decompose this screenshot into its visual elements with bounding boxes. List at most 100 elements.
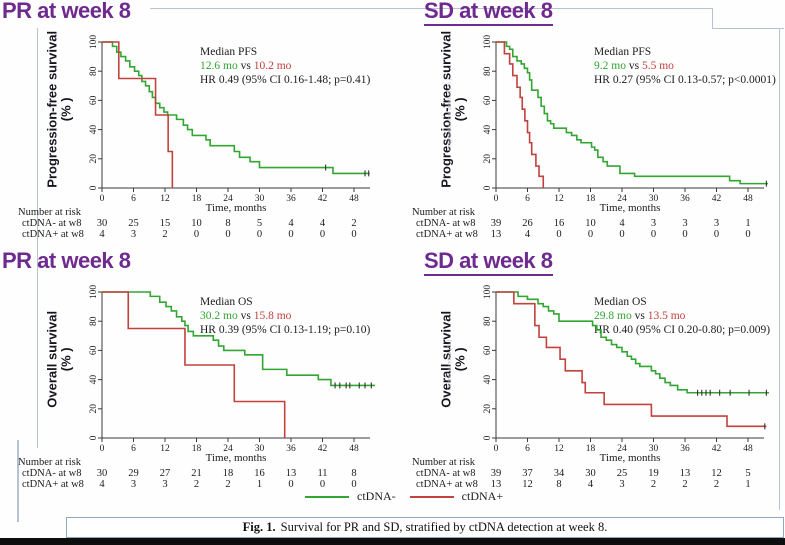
legend-item-ctdna-negative: ctDNA- [305,489,396,504]
svg-text:Median OS: Median OS [200,296,253,308]
svg-text:30: 30 [649,194,659,204]
svg-text:8: 8 [351,468,356,479]
legend-item-ctdna-positive: ctDNA+ [409,489,503,504]
svg-text:2: 2 [651,479,656,490]
svg-text:Overall survival (% ): Overall survival (% ) [446,340,453,391]
svg-text:4: 4 [320,218,326,229]
svg-text:20: 20 [89,154,99,164]
svg-text:1: 1 [745,479,750,490]
line-swatch-icon [305,495,349,498]
svg-text:9.2 mo vs 5.5 mo: 9.2 mo vs 5.5 mo [594,60,674,72]
svg-text:40: 40 [89,125,99,135]
svg-text:3: 3 [651,218,656,229]
svg-text:30: 30 [97,218,108,229]
svg-text:HR 0.27 (95% CI 0.13-0.57; p<0: HR 0.27 (95% CI 0.13-0.57; p<0.0001) [594,74,776,86]
svg-text:0: 0 [556,229,561,240]
svg-text:0: 0 [89,185,99,190]
svg-text:0: 0 [89,435,99,440]
svg-text:80: 80 [483,316,493,326]
svg-text:40: 40 [483,375,493,385]
svg-text:0: 0 [651,229,656,240]
svg-text:0: 0 [320,229,325,240]
svg-text:Median PFS: Median PFS [594,46,651,58]
svg-text:30: 30 [255,194,265,204]
svg-text:0: 0 [320,479,325,490]
svg-text:100: 100 [483,285,493,300]
svg-text:19: 19 [648,468,659,479]
svg-text:6: 6 [131,444,136,454]
svg-text:12: 12 [711,468,722,479]
svg-text:12: 12 [160,444,170,454]
svg-text:3: 3 [131,479,136,490]
svg-text:20: 20 [89,404,99,414]
caption-label: Fig. 1. [242,520,276,534]
svg-text:0: 0 [588,229,593,240]
svg-text:0: 0 [257,229,262,240]
svg-text:2: 2 [162,229,167,240]
svg-text:8: 8 [556,479,561,490]
svg-text:Time, months: Time, months [206,202,267,214]
svg-text:6: 6 [525,194,530,204]
panel-sd-pfs: SD at week 8 Progression-free survival (%… [396,0,785,250]
svg-text:0: 0 [288,479,293,490]
svg-text:Number at risk: Number at risk [18,457,82,468]
svg-text:16: 16 [254,468,265,479]
svg-text:40: 40 [483,125,493,135]
panel-pr-pfs: PR at week 8 Progression-free survival (%… [2,0,391,250]
svg-text:12.6 mo vs 10.2 mo: 12.6 mo vs 10.2 mo [200,60,292,72]
svg-text:2: 2 [351,218,356,229]
svg-text:4: 4 [525,229,531,240]
svg-text:21: 21 [191,468,202,479]
svg-text:6: 6 [525,444,530,454]
page-bottom-rule [0,538,785,545]
svg-text:2: 2 [714,479,719,490]
svg-text:0: 0 [682,229,687,240]
svg-text:12: 12 [522,479,533,490]
svg-text:0: 0 [351,229,356,240]
panel-title: SD at week 8 [424,248,553,276]
svg-text:42: 42 [712,194,722,204]
svg-text:0: 0 [100,194,105,204]
svg-text:4: 4 [99,479,105,490]
svg-text:36: 36 [680,444,690,454]
svg-text:24: 24 [617,194,627,204]
svg-text:18: 18 [586,444,596,454]
svg-text:80: 80 [89,316,99,326]
svg-text:18: 18 [223,468,234,479]
svg-text:0: 0 [494,444,499,454]
svg-text:2: 2 [194,479,199,490]
svg-text:Number at risk: Number at risk [18,207,82,218]
svg-text:42: 42 [318,194,328,204]
svg-text:26: 26 [522,218,533,229]
svg-text:ctDNA+ at w8: ctDNA+ at w8 [416,479,478,490]
svg-text:Progression-free survival (% ): Progression-free survival (% ) [446,79,453,151]
svg-text:16: 16 [554,218,565,229]
svg-text:18: 18 [586,194,596,204]
svg-text:13: 13 [491,229,502,240]
svg-text:36: 36 [286,194,296,204]
svg-text:30: 30 [649,444,659,454]
svg-text:HR 0.49 (95% CI 0.16-1.48; p=0: HR 0.49 (95% CI 0.16-1.48; p=0.41) [200,74,371,86]
svg-text:48: 48 [743,444,753,454]
svg-text:4: 4 [99,229,105,240]
svg-text:42: 42 [318,444,328,454]
svg-text:80: 80 [483,66,493,76]
frame-line [712,28,784,29]
svg-text:12: 12 [554,194,564,204]
svg-text:29: 29 [128,468,139,479]
svg-text:ctDNA- at w8: ctDNA- at w8 [416,218,475,229]
svg-text:3: 3 [131,229,136,240]
svg-text:11: 11 [317,468,327,479]
svg-text:39: 39 [491,218,502,229]
svg-text:0: 0 [483,435,493,440]
svg-text:4: 4 [588,479,594,490]
svg-text:HR 0.39 (95% CI 0.13-1.19; p=0: HR 0.39 (95% CI 0.13-1.19; p=0.10) [200,324,371,336]
svg-text:3: 3 [162,479,167,490]
svg-text:48: 48 [349,444,359,454]
frame-line [712,8,713,28]
svg-text:10: 10 [191,218,202,229]
panel-pr-os: PR at week 8 Overall survival (% ) 0 6 12 18… [2,248,391,500]
svg-text:39: 39 [491,468,502,479]
